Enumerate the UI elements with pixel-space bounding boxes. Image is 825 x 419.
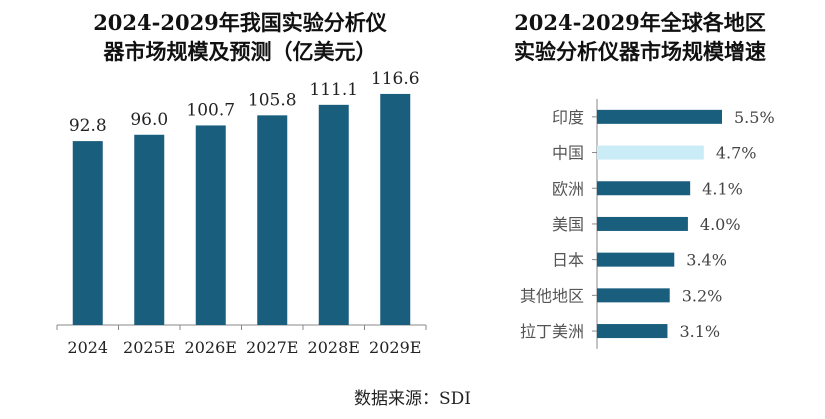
- hbar-日本: [597, 252, 675, 267]
- region-label: 其他地区: [520, 286, 584, 305]
- left-bar-chart: 92.8 2024 96.0 2025E 100.7 2026E 105.8 2027E 111…: [56, 69, 427, 357]
- growth-value-label: 4.0%: [700, 215, 741, 234]
- right-bar-chart: 印度 5.5% 中国 4.7% 欧洲 4.1% 美国 4.0% 日本 3.4% 其他地区 3.2% 拉丁…: [520, 99, 775, 349]
- growth-value-label: 3.4%: [686, 251, 727, 270]
- data-source: 数据来源：SDI: [354, 389, 471, 409]
- hbar-其他地区: [597, 288, 670, 303]
- x-tick-label: 2027E: [246, 338, 298, 357]
- region-label: 日本: [552, 251, 584, 270]
- growth-value-label: 4.7%: [716, 144, 757, 163]
- bar-value-label: 105.8: [248, 90, 297, 110]
- left-chart-title-line2: 器市场规模及预测（亿美元）: [103, 39, 377, 64]
- region-label: 拉丁美洲: [520, 322, 584, 341]
- right-chart-title-line1: 2024-2029年全球各地区: [514, 10, 766, 35]
- hbar-欧洲: [597, 181, 691, 196]
- bar-2028E: [318, 104, 349, 325]
- region-label: 欧洲: [552, 179, 584, 198]
- hbar-拉丁美洲: [597, 324, 668, 339]
- bar-value-label: 100.7: [186, 100, 235, 120]
- growth-value-label: 3.2%: [682, 286, 723, 305]
- left-chart-title-line1: 2024-2029年我国实验分析仪: [93, 10, 387, 35]
- growth-value-label: 5.5%: [734, 108, 775, 127]
- bar-value-label: 116.6: [371, 69, 420, 89]
- right-chart-title-line2: 实验分析仪器市场规模增速: [514, 39, 766, 64]
- x-tick-label: 2029E: [369, 338, 421, 357]
- x-tick-label: 2026E: [185, 338, 237, 357]
- bar-value-label: 92.8: [69, 116, 107, 136]
- bar-2029E: [380, 93, 411, 326]
- hbar-美国: [597, 216, 688, 231]
- region-label: 美国: [552, 215, 584, 234]
- x-tick-label: 2025E: [123, 338, 175, 357]
- region-label: 印度: [552, 108, 584, 127]
- bar-value-label: 111.1: [309, 80, 358, 100]
- bar-2024: [72, 141, 103, 325]
- bar-2026E: [195, 125, 226, 325]
- growth-value-label: 3.1%: [679, 322, 720, 341]
- region-label: 中国: [552, 144, 584, 163]
- bar-value-label: 96.0: [130, 110, 168, 130]
- bar-2025E: [134, 134, 165, 325]
- hbar-中国: [597, 145, 704, 160]
- hbar-印度: [597, 109, 722, 124]
- x-tick-label: 2024: [67, 338, 108, 357]
- growth-value-label: 4.1%: [702, 179, 743, 198]
- right-chart-title: 2024-2029年全球各地区 实验分析仪器市场规模增速: [470, 8, 810, 66]
- bar-2027E: [257, 115, 288, 325]
- x-tick-label: 2028E: [308, 338, 360, 357]
- left-chart-title: 2024-2029年我国实验分析仪 器市场规模及预测（亿美元）: [40, 8, 440, 66]
